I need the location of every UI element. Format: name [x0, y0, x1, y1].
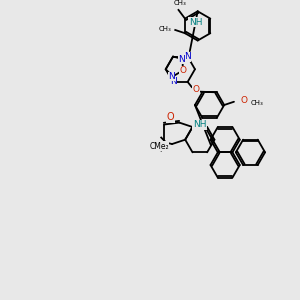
- Text: O: O: [179, 66, 186, 75]
- Text: N: N: [178, 55, 185, 64]
- Text: CMe₂: CMe₂: [149, 142, 169, 151]
- Text: N: N: [169, 77, 176, 86]
- Text: NH: NH: [189, 18, 202, 27]
- Text: CH₃: CH₃: [250, 100, 263, 106]
- Text: N: N: [168, 72, 175, 81]
- Text: NH: NH: [193, 120, 206, 129]
- Text: O: O: [193, 85, 200, 94]
- Text: O: O: [167, 112, 175, 122]
- Text: CH₃: CH₃: [158, 26, 171, 32]
- Text: CH₃: CH₃: [173, 0, 186, 6]
- Text: O: O: [240, 96, 247, 105]
- Text: N: N: [184, 52, 191, 61]
